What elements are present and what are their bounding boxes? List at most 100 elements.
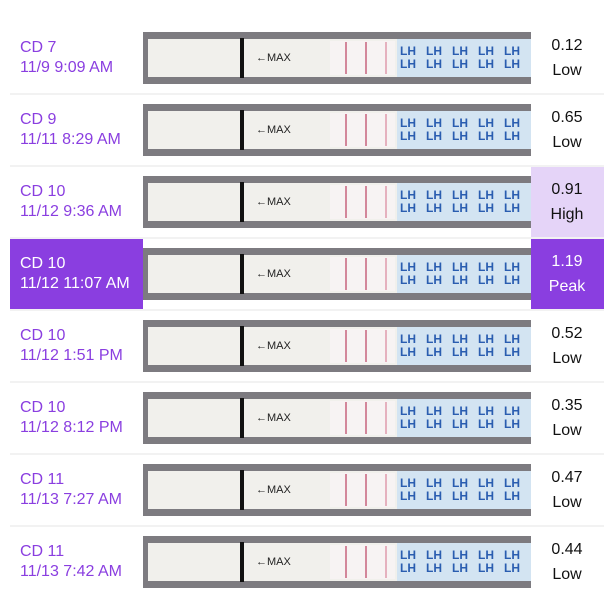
brand-text: LH [478, 116, 494, 130]
max-label: ←MAX [256, 484, 292, 496]
brand-text: LH [504, 561, 520, 575]
strip-window [330, 41, 395, 75]
cycle-day: CD 11 [20, 543, 64, 560]
datetime: 11/13 7:42 AM [20, 563, 122, 580]
test-line [385, 402, 387, 434]
brand-text: LH [452, 44, 468, 58]
brand-text: LH [400, 57, 416, 71]
datetime: 11/12 8:12 PM [20, 419, 123, 436]
brand-text: LH [452, 476, 468, 490]
value: 0.65 [551, 109, 582, 126]
value-highlight [531, 167, 604, 237]
max-label: ←MAX [256, 124, 292, 136]
brand-text: LH [426, 417, 442, 431]
level: Low [552, 422, 582, 439]
brand-area [397, 471, 531, 509]
test-line [345, 186, 347, 218]
brand-text: LH [504, 44, 520, 58]
brand-text: LH [426, 404, 442, 418]
test-line [385, 474, 387, 506]
test-line [365, 546, 367, 578]
value: 0.47 [551, 469, 582, 486]
brand-text: LH [426, 345, 442, 359]
value-highlight [531, 239, 604, 309]
brand-text: LH [452, 188, 468, 202]
brand-text: LH [478, 201, 494, 215]
brand-text: LH [452, 489, 468, 503]
max-label: ←MAX [256, 196, 292, 208]
brand-text: LH [452, 332, 468, 346]
brand-text: LH [478, 417, 494, 431]
strip-window [330, 185, 395, 219]
value: 0.12 [551, 37, 582, 54]
level: Low [552, 350, 582, 367]
test-line [385, 186, 387, 218]
brand-text: LH [504, 476, 520, 490]
strip-handle-line [240, 326, 244, 366]
brand-text: LH [426, 44, 442, 58]
brand-text: LH [504, 345, 520, 359]
strip-handle-line [240, 398, 244, 438]
brand-text: LH [452, 404, 468, 418]
brand-text: LH [400, 273, 416, 287]
strip-handle-line [240, 110, 244, 150]
brand-text: LH [478, 188, 494, 202]
strip-handle-line [240, 254, 244, 294]
brand-text: LH [452, 116, 468, 130]
test-line [385, 42, 387, 74]
max-label: ←MAX [256, 52, 292, 64]
brand-text: LH [426, 201, 442, 215]
level: Low [552, 494, 582, 511]
brand-text: LH [426, 129, 442, 143]
value: 0.52 [551, 325, 582, 342]
strip-window [330, 329, 395, 363]
brand-text: LH [478, 44, 494, 58]
level: Low [552, 134, 582, 151]
brand-area [397, 399, 531, 437]
brand-text: LH [478, 489, 494, 503]
brand-text: LH [478, 129, 494, 143]
brand-text: LH [478, 332, 494, 346]
value: 1.19 [551, 253, 582, 270]
brand-area [397, 183, 531, 221]
test-line [345, 474, 347, 506]
strip-window [330, 401, 395, 435]
brand-text: LH [478, 260, 494, 274]
test-line [345, 42, 347, 74]
cycle-day: CD 10 [20, 255, 65, 272]
test-line [365, 186, 367, 218]
brand-text: LH [426, 116, 442, 130]
level: High [551, 206, 584, 223]
brand-text: LH [426, 273, 442, 287]
max-label: ←MAX [256, 556, 292, 568]
brand-text: LH [504, 548, 520, 562]
brand-text: LH [478, 345, 494, 359]
test-line [365, 402, 367, 434]
test-line [365, 258, 367, 290]
datetime: 11/9 9:09 AM [20, 59, 113, 76]
strip-window [330, 473, 395, 507]
brand-text: LH [426, 332, 442, 346]
strip-handle-line [240, 38, 244, 78]
brand-text: LH [426, 57, 442, 71]
test-line [345, 330, 347, 362]
brand-text: LH [504, 116, 520, 130]
brand-text: LH [400, 417, 416, 431]
test-line [365, 42, 367, 74]
strip-handle-line [240, 542, 244, 582]
brand-text: LH [400, 548, 416, 562]
brand-text: LH [452, 273, 468, 287]
strip-handle-line [240, 470, 244, 510]
brand-area [397, 543, 531, 581]
brand-text: LH [400, 260, 416, 274]
test-line [385, 258, 387, 290]
cycle-day: CD 10 [20, 399, 65, 416]
test-line [385, 330, 387, 362]
datetime: 11/12 9:36 AM [20, 203, 122, 220]
brand-area [397, 327, 531, 365]
strip-window [330, 257, 395, 291]
brand-text: LH [426, 548, 442, 562]
brand-text: LH [478, 57, 494, 71]
brand-text: LH [400, 476, 416, 490]
